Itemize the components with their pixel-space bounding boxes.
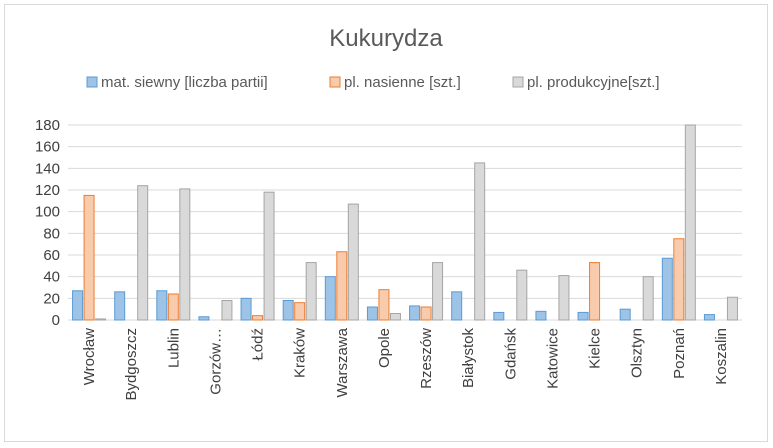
bar xyxy=(432,262,444,321)
x-category-label: Wrocław xyxy=(81,328,98,385)
bar xyxy=(95,318,107,321)
bar xyxy=(282,300,294,321)
bar xyxy=(305,262,317,321)
chart-title: Kukurydza xyxy=(329,25,443,52)
y-tick-label: 180 xyxy=(35,117,60,134)
legend: mat. siewny [liczba partii] pl. nasienne … xyxy=(86,74,660,91)
bar xyxy=(493,311,505,321)
y-tick-label: 0 xyxy=(52,312,60,329)
grid xyxy=(68,124,742,321)
x-category-label: Białystok xyxy=(460,328,477,389)
legend-swatch xyxy=(329,76,341,88)
bar xyxy=(83,194,95,321)
legend-label: pl. nasienne [szt.] xyxy=(344,74,461,91)
x-category-label: Kielce xyxy=(587,328,604,369)
bar xyxy=(684,124,696,321)
bar xyxy=(703,314,715,321)
bar xyxy=(114,291,126,321)
bar xyxy=(378,289,390,321)
bar xyxy=(516,269,528,321)
y-tick-label: 100 xyxy=(35,204,60,221)
x-axis-categories: Wrocław Bydgoszcz Lublin Gorzów… Łódź Kraków W… xyxy=(81,327,730,400)
bar xyxy=(474,162,486,321)
bar xyxy=(221,300,233,321)
bar xyxy=(294,302,306,321)
x-category-label: Bydgoszcz xyxy=(123,328,140,401)
bar xyxy=(673,238,685,321)
bar xyxy=(558,275,570,321)
bar xyxy=(167,293,179,321)
bar xyxy=(619,308,631,321)
bar xyxy=(263,191,275,321)
x-category-label: Kraków xyxy=(292,328,309,378)
legend-label: pl. produkcyjne[szt.] xyxy=(527,74,660,91)
bar xyxy=(336,251,348,321)
chart-frame xyxy=(4,4,768,442)
x-category-label: Rzeszów xyxy=(418,328,435,389)
x-category-label: Gdańsk xyxy=(502,328,519,380)
bar xyxy=(347,203,359,321)
legend-label: mat. siewny [liczba partii] xyxy=(101,74,268,91)
bar xyxy=(726,296,738,321)
y-tick-label: 140 xyxy=(35,160,60,177)
x-category-label: Gorzów… xyxy=(207,328,224,395)
x-category-label: Poznań xyxy=(671,328,688,379)
x-category-label: Łódź xyxy=(250,328,267,361)
bar xyxy=(535,310,547,321)
bar xyxy=(198,316,210,321)
bar xyxy=(409,305,421,321)
bar xyxy=(179,188,191,321)
bar xyxy=(156,290,168,321)
bar xyxy=(240,297,252,321)
bar xyxy=(661,257,673,321)
y-tick-label: 80 xyxy=(43,225,60,242)
bar xyxy=(389,313,401,321)
y-axis-ticks: 0 20 40 60 80 100 120 140 160 180 xyxy=(35,117,60,329)
x-category-label: Lublin xyxy=(165,328,182,368)
x-category-label: Koszalin xyxy=(713,328,730,385)
y-tick-label: 60 xyxy=(43,247,60,264)
y-tick-label: 20 xyxy=(43,290,60,307)
bar xyxy=(366,306,378,321)
y-tick-label: 160 xyxy=(35,139,60,156)
bar xyxy=(137,185,149,321)
x-category-label: Opole xyxy=(376,328,393,368)
y-tick-label: 120 xyxy=(35,182,60,199)
bar xyxy=(577,311,589,321)
x-category-label: Warszawa xyxy=(334,327,351,397)
bar xyxy=(324,276,336,321)
bar xyxy=(451,291,463,321)
y-tick-label: 40 xyxy=(43,269,60,286)
x-category-label: Katowice xyxy=(544,328,561,389)
bar xyxy=(589,262,601,321)
bar xyxy=(252,315,264,321)
bar xyxy=(642,276,654,321)
x-category-label: Olsztyn xyxy=(629,328,646,378)
bars xyxy=(72,124,738,321)
bar xyxy=(420,306,432,321)
legend-swatch xyxy=(86,76,98,88)
bar xyxy=(72,290,84,321)
legend-swatch xyxy=(512,76,524,88)
